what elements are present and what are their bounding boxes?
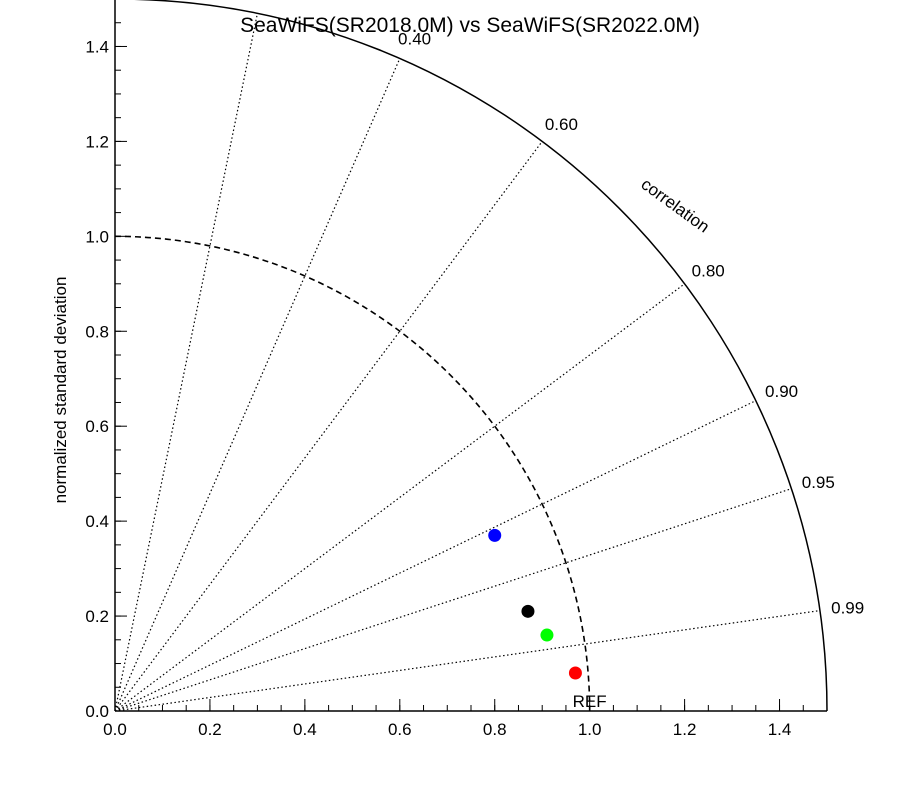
reference-label: REF [573,692,607,711]
y-tick-label-0: 0.0 [85,702,109,721]
y-tick-label-3: 0.6 [85,417,109,436]
data-points [488,528,582,680]
y-tick-label-6: 1.2 [85,132,109,151]
x-tick-label-5: 1.0 [578,720,602,739]
outer-arc [131,0,828,712]
correlation-tick-label-5: 0.95 [802,473,835,492]
correlation-axis-label: correlation [638,175,713,237]
correlation-ray-6 [114,609,820,712]
correlation-ray-1 [114,58,401,712]
x-tick-label-6: 1.2 [673,720,697,739]
correlation-ray-2 [114,141,543,712]
correlation-ray-0 [114,13,258,712]
correlation-grid [114,13,820,712]
correlation-tick-label-2: 0.60 [545,115,578,134]
x-tick-label-7: 1.4 [768,720,792,739]
axes [114,0,828,712]
data-point-3 [568,666,582,680]
tick-labels: 0.20 0.40 0.60 0.80 0.90 0.95 0.99 0.0 0.2 0.4 0.6… [85,0,864,739]
data-point-0 [488,528,502,542]
reference-std-arc [114,235,591,712]
correlation-ray-3 [114,283,685,712]
data-point-1 [521,604,535,618]
correlation-ray-4 [114,400,757,712]
y-axis-label: normalized standard deviation [51,277,70,504]
x-tick-label-0: 0.0 [103,720,127,739]
correlation-tick-label-3: 0.80 [692,262,725,281]
correlation-tick-label-1: 0.40 [398,29,431,48]
correlation-tick-label-4: 0.90 [765,382,798,401]
correlation-tick-label-6: 0.99 [831,598,864,617]
x-tick-label-2: 0.4 [293,720,317,739]
y-tick-label-5: 1.0 [85,227,109,246]
x-tick-label-4: 0.8 [483,720,507,739]
correlation-tick-label-0: 0.20 [251,0,284,2]
correlation-ray-5 [114,488,792,712]
x-tick-label-1: 0.2 [198,720,222,739]
chart-title: SeaWiFS(SR2018.0M) vs SeaWiFS(SR2022.0M) [240,14,700,37]
x-tick-label-3: 0.6 [388,720,412,739]
y-tick-label-4: 0.8 [85,322,109,341]
y-tick-label-7: 1.4 [85,37,109,56]
data-point-2 [540,628,554,642]
y-tick-label-2: 0.4 [85,512,109,531]
y-tick-label-1: 0.2 [85,607,109,626]
